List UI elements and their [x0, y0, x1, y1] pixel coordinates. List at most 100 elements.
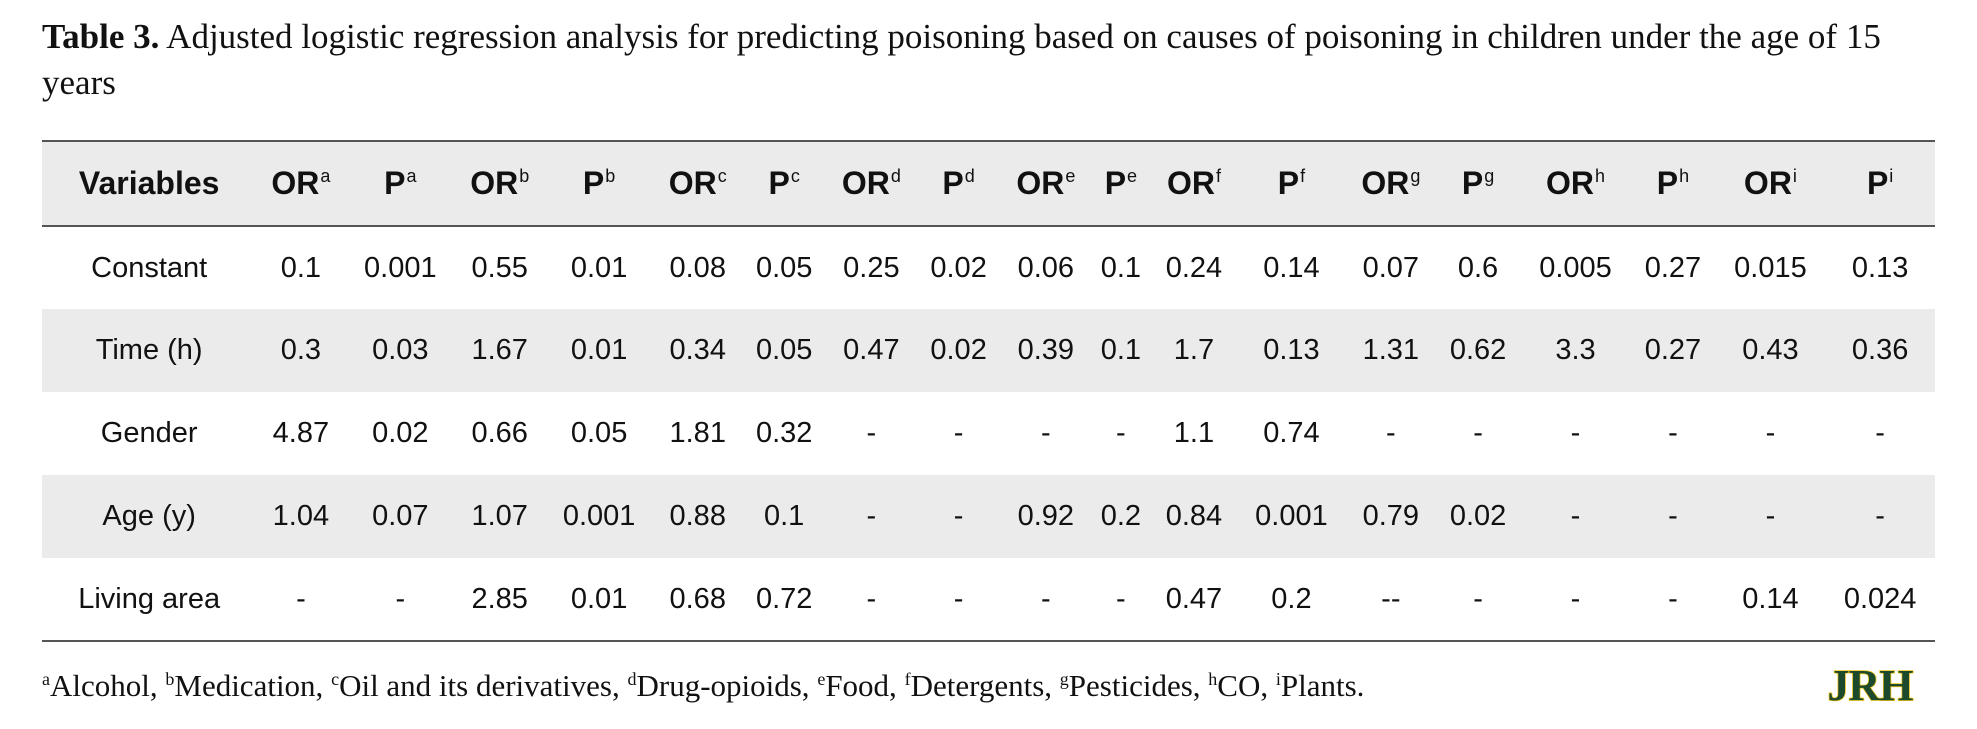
row-label: Living area: [42, 558, 257, 642]
table-row-living-area: Living area - - 2.85 0.01 0.68 0.72 - - …: [42, 558, 1935, 642]
table-cell: 0.02: [1449, 500, 1507, 532]
table-cell: -: [866, 500, 877, 532]
table-cell: -: [1040, 417, 1051, 449]
table-cell: -: [256, 558, 346, 642]
table-cell: -: [866, 417, 877, 449]
table-cell: 0.27: [1644, 334, 1702, 366]
header-cell: Pd: [915, 140, 1002, 227]
table-caption: Table 3. Adjusted logistic regression an…: [42, 14, 1942, 106]
table-cell: 2.85: [455, 558, 545, 642]
table-cell: -: [826, 558, 916, 642]
table-row-time: Time (h) 0.3 0.03 1.67 0.01 0.34 0.05 0.…: [42, 309, 1935, 392]
table-cell: 1.1: [1173, 417, 1215, 449]
table-cell: -: [345, 558, 456, 642]
table-cell: 0.32: [755, 417, 813, 449]
table-cell: -: [1116, 417, 1126, 449]
table-row-constant: Constant 0.1 0.001 0.55 0.01 0.08 0.05 0…: [42, 226, 1935, 309]
table-cell: 0.2: [1100, 500, 1142, 532]
table-cell: 0.015: [1734, 251, 1807, 284]
table-cell: 0.47: [843, 334, 900, 366]
table-cell: 0.92: [1017, 500, 1075, 532]
table-cell: 0.3: [280, 334, 322, 366]
table-cell: -: [1765, 417, 1776, 449]
table-cell: 0.02: [372, 417, 429, 449]
header-cell: ORd: [826, 140, 916, 227]
table-cell: 0.01: [570, 334, 628, 366]
table-cell: 0.03: [372, 334, 429, 366]
table-cell: 0.02: [930, 334, 987, 366]
jrh-logo-icon: JRH: [1827, 660, 1915, 711]
header-cell: ORi: [1715, 140, 1826, 227]
table-cell: 0.05: [570, 417, 628, 449]
table-cell: 0.005: [1539, 251, 1612, 284]
table-cell: 0.72: [741, 558, 827, 642]
row-label: Constant: [91, 251, 208, 284]
table-cell: 0.001: [562, 500, 636, 532]
table-cell: 0.1: [1100, 334, 1142, 366]
table-cell: 0.01: [570, 251, 628, 284]
header-cell: Pe: [1090, 140, 1152, 227]
table-cell: -: [1473, 417, 1483, 449]
table-cell: 0.001: [364, 251, 437, 284]
table-cell: -: [1668, 500, 1678, 532]
table-cell: 0.6: [1457, 251, 1499, 284]
table-cell: 0.84: [1165, 500, 1223, 532]
table-cell: 3.3: [1555, 334, 1596, 366]
table-cell: 0.05: [755, 334, 813, 366]
header-cell: Pc: [741, 140, 827, 227]
regression-table: Variables ORa Pa ORb Pb ORc Pc ORd Pd OR…: [42, 140, 1935, 642]
header-cell: ORe: [1001, 140, 1091, 227]
header-cell: Pi: [1825, 140, 1935, 227]
jrh-logo-text: JRH: [1828, 664, 1914, 706]
table-cell: 1.81: [669, 417, 726, 449]
table-cell: 0.79: [1362, 500, 1420, 532]
row-label: Time (h): [95, 334, 203, 366]
table-header-row: Variables ORa Pa ORb Pb ORc Pc ORd Pd OR…: [42, 140, 1935, 227]
table-cell: -: [1090, 558, 1152, 642]
table-cell: 0.024: [1825, 558, 1935, 642]
header-cell: Pg: [1435, 140, 1521, 227]
table-cell: 0.27: [1644, 251, 1702, 284]
table-cell: 1.04: [272, 500, 330, 532]
table-cell: -: [1001, 558, 1091, 642]
table-cell: 0.88: [669, 500, 726, 532]
table-cell: -: [1520, 558, 1631, 642]
table-cell: 0.07: [372, 500, 429, 532]
table-cell: 0.62: [1449, 334, 1507, 366]
table-cell: 0.07: [1362, 251, 1420, 284]
table-cell: 0.43: [1742, 334, 1799, 366]
table-cell: 0.66: [471, 417, 528, 449]
header-cell: ORb: [455, 140, 545, 227]
table-cell: 0.24: [1165, 251, 1223, 284]
table-cell: -: [1630, 558, 1716, 642]
table-cell: 0.34: [669, 334, 726, 366]
table-cell: 0.74: [1263, 417, 1320, 449]
table-cell: 0.1: [764, 500, 805, 532]
header-cell: Pf: [1236, 140, 1347, 227]
table-cell: 0.39: [1017, 334, 1075, 366]
table-cell: 0.47: [1151, 558, 1237, 642]
table-cell: 0.68: [653, 558, 742, 642]
table-cell: 0.05: [755, 251, 813, 284]
table-cell: -: [1765, 500, 1776, 532]
table-cell: 0.55: [471, 251, 528, 284]
table-cell: 0.2: [1236, 558, 1347, 642]
header-cell: Pb: [544, 140, 654, 227]
table-cell: 0.14: [1263, 251, 1320, 284]
header-variables: Variables: [42, 140, 257, 227]
table-cell: 0.08: [669, 251, 726, 284]
table-cell: -: [1435, 558, 1521, 642]
table-cell: -: [1875, 500, 1885, 532]
table-cell: -: [915, 558, 1002, 642]
header-cell: Ph: [1630, 140, 1716, 227]
table-cell: 1.31: [1362, 334, 1420, 366]
table-cell: -: [953, 500, 964, 532]
header-cell: Pa: [345, 140, 456, 227]
table-cell: 0.1: [1100, 251, 1142, 284]
table-footnote: aAlcohol, bMedication, cOil and its deri…: [42, 668, 1365, 703]
table-cell: 0.001: [1255, 500, 1328, 532]
table-cell: 1.07: [471, 500, 528, 532]
header-cell: ORc: [653, 140, 742, 227]
table-row-age: Age (y) 1.04 0.07 1.07 0.001 0.88 0.1 - …: [42, 475, 1935, 558]
table-cell: --: [1346, 558, 1436, 642]
